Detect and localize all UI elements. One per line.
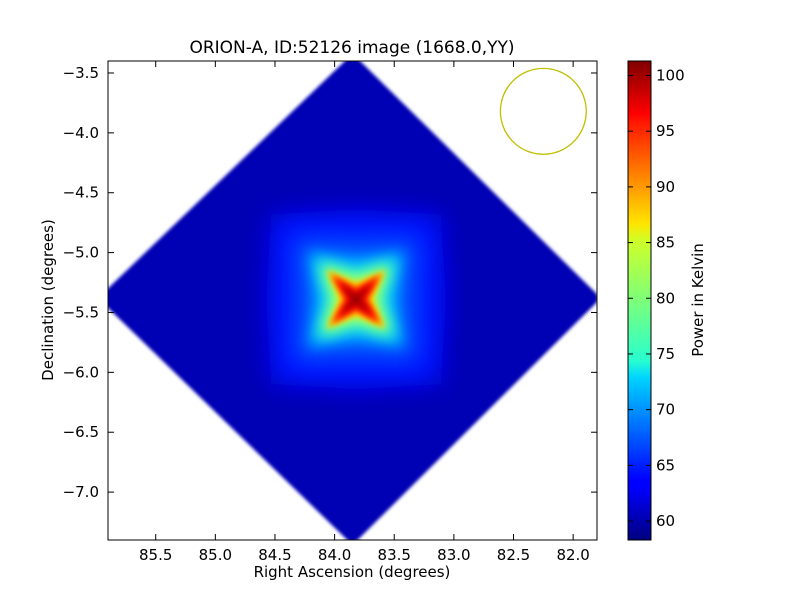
chart-title: ORION-A, ID:52126 image (1668.0,YY) (189, 38, 514, 58)
x-tick-label: 85.0 (199, 546, 232, 564)
heatmap (108, 61, 597, 540)
y-tick-label: −5.5 (63, 303, 99, 321)
x-tick-label: 83.0 (437, 546, 470, 564)
colorbar-tick-label: 60 (656, 512, 675, 530)
colorbar-tick-label: 95 (656, 122, 675, 140)
y-tick-label: −6.5 (63, 423, 99, 441)
colorbar-ticks: 60 65 70 75 80 85 90 95 100 (628, 66, 685, 530)
x-tick-label: 82.0 (556, 546, 589, 564)
colorbar-label: Power in Kelvin (689, 243, 707, 357)
plot-frame (107, 60, 598, 541)
source-emission (340, 283, 372, 315)
colorbar-gradient (627, 60, 652, 541)
y-axis-label: Declination (degrees) (39, 219, 57, 381)
x-tick-label: 84.5 (258, 546, 291, 564)
x-tick-label: 85.5 (139, 546, 172, 564)
y-axis: −3.5 −4.0 −4.5 −5.0 −5.5 −6.0 −6.5 −7.0 (63, 64, 597, 501)
x-tick-label: 83.5 (378, 546, 411, 564)
y-tick-label: −3.5 (63, 64, 99, 82)
y-tick-label: −4.0 (63, 124, 99, 142)
colorbar-tick-label: 65 (656, 456, 675, 474)
colorbar-tick-label: 85 (656, 234, 675, 252)
colorbar-tick-label: 75 (656, 345, 675, 363)
beam-circle (499, 67, 587, 155)
y-tick-label: −7.0 (63, 483, 99, 501)
colorbar-tick-label: 80 (656, 289, 675, 307)
colorbar-tick-label: 70 (656, 401, 675, 419)
colorbar: 60 65 70 75 80 85 90 95 100 (627, 60, 685, 541)
colorbar-tick-label: 90 (656, 178, 675, 196)
colorbar-tick-label: 100 (656, 66, 685, 84)
y-tick-label: −6.0 (63, 363, 99, 381)
x-tick-label: 84.0 (318, 546, 351, 564)
y-tick-label: −4.5 (63, 184, 99, 202)
y-tick-label: −5.0 (63, 244, 99, 262)
x-axis-label: Right Ascension (degrees) (254, 563, 451, 581)
x-tick-label: 82.5 (497, 546, 530, 564)
x-axis: 85.5 85.0 84.5 84.0 83.5 83.0 82.5 82.0 (139, 61, 590, 564)
plot-area (108, 61, 597, 540)
